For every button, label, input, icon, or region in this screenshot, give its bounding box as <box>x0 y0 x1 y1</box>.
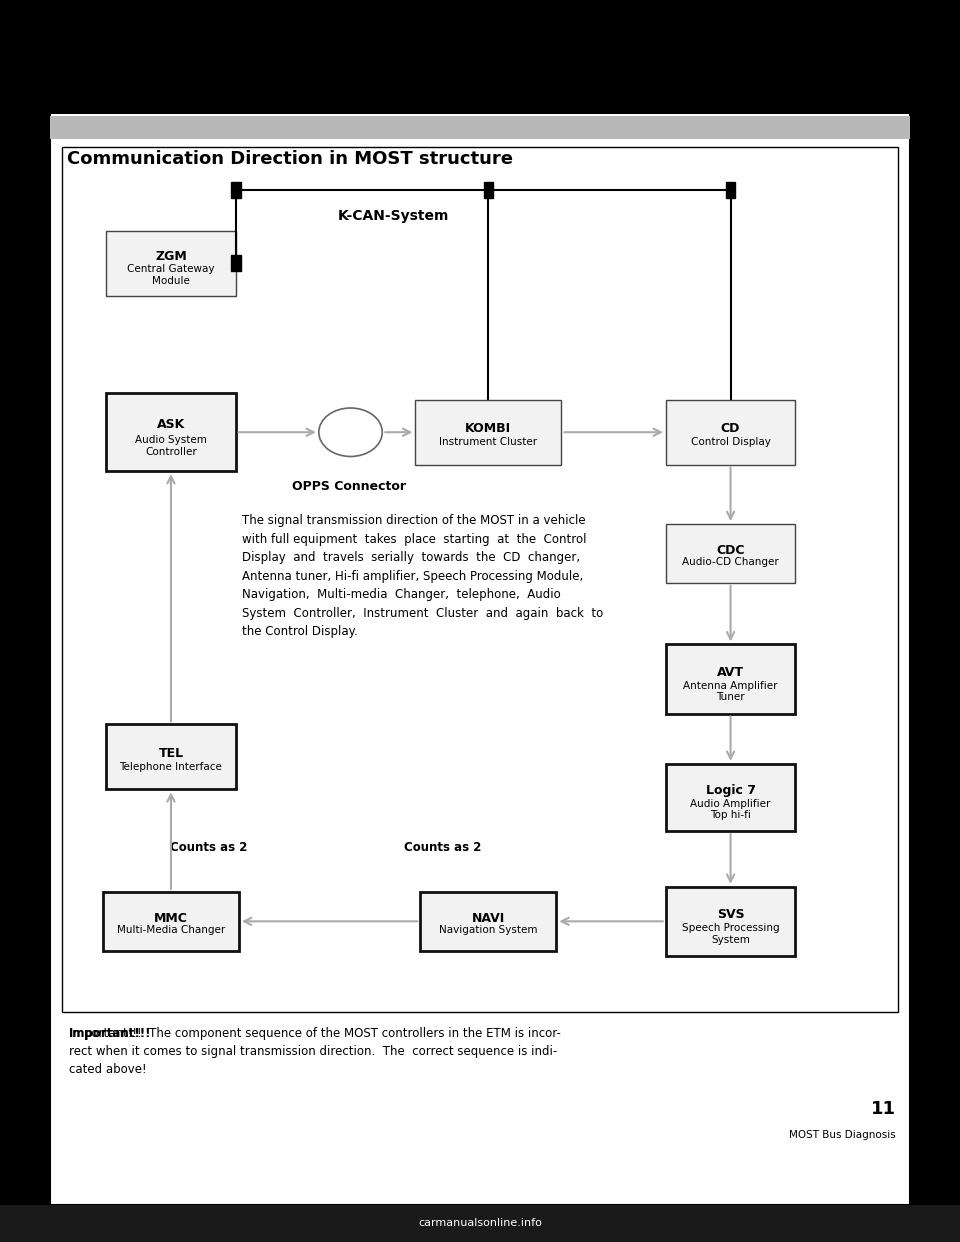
Text: CD: CD <box>721 422 740 436</box>
Text: SVS: SVS <box>717 908 744 920</box>
Text: Control Display: Control Display <box>690 437 771 447</box>
Bar <box>231 181 241 197</box>
Text: CDC: CDC <box>716 544 745 556</box>
Ellipse shape <box>319 407 382 457</box>
Text: Audio Amplifier
Top hi-fi: Audio Amplifier Top hi-fi <box>690 799 771 821</box>
Text: Counts as 2: Counts as 2 <box>170 841 248 854</box>
Text: Instrument Cluster: Instrument Cluster <box>440 437 538 447</box>
Bar <box>107 724 236 790</box>
Bar <box>666 524 795 582</box>
Bar <box>420 892 557 951</box>
Bar <box>666 645 795 714</box>
Text: ZGM: ZGM <box>156 251 187 263</box>
Bar <box>666 887 795 956</box>
Bar <box>416 400 562 465</box>
Text: NAVI: NAVI <box>471 912 505 925</box>
Text: Audio-CD Changer: Audio-CD Changer <box>683 558 779 568</box>
Bar <box>0 1205 960 1242</box>
Bar <box>666 400 795 465</box>
Bar <box>62 147 898 1012</box>
Bar <box>107 394 236 471</box>
Text: ASK: ASK <box>156 419 185 431</box>
Bar <box>50 27 910 114</box>
Bar <box>107 231 236 296</box>
Text: Important!!!  The component sequence of the MOST controllers in the ETM is incor: Important!!! The component sequence of t… <box>69 1027 561 1076</box>
Bar <box>484 181 493 197</box>
Text: Communication Direction in MOST structure: Communication Direction in MOST structur… <box>67 150 514 168</box>
Text: Logic 7: Logic 7 <box>706 784 756 797</box>
Text: OPPS Connector: OPPS Connector <box>292 479 406 493</box>
Text: KOMBI: KOMBI <box>466 422 512 436</box>
Bar <box>726 181 735 197</box>
Text: AVT: AVT <box>717 666 744 678</box>
Text: 11: 11 <box>871 1100 896 1118</box>
Text: MOST Bus Diagnosis: MOST Bus Diagnosis <box>789 1130 896 1140</box>
Text: Navigation System: Navigation System <box>439 925 538 935</box>
Text: Multi-Media Changer: Multi-Media Changer <box>117 925 225 935</box>
Text: Speech Processing
System: Speech Processing System <box>682 923 780 945</box>
Text: The signal transmission direction of the MOST in a vehicle
with full equipment  : The signal transmission direction of the… <box>242 514 603 638</box>
Bar <box>50 116 910 139</box>
Text: TEL: TEL <box>158 748 183 760</box>
Text: K-CAN-System: K-CAN-System <box>338 209 449 222</box>
Text: Important!!!: Important!!! <box>69 1027 152 1040</box>
Text: Antenna Amplifier
Tuner: Antenna Amplifier Tuner <box>684 681 778 702</box>
Text: Telephone Interface: Telephone Interface <box>120 761 223 771</box>
Text: MMC: MMC <box>154 912 188 925</box>
Bar <box>231 256 241 272</box>
Bar <box>666 764 795 831</box>
Bar <box>50 27 910 1205</box>
Text: Counts as 2: Counts as 2 <box>404 841 481 854</box>
Bar <box>103 892 239 951</box>
Text: carmanualsonline.info: carmanualsonline.info <box>418 1218 542 1228</box>
Text: Audio System
Controller: Audio System Controller <box>135 436 207 457</box>
Text: Central Gateway
Module: Central Gateway Module <box>128 265 215 286</box>
